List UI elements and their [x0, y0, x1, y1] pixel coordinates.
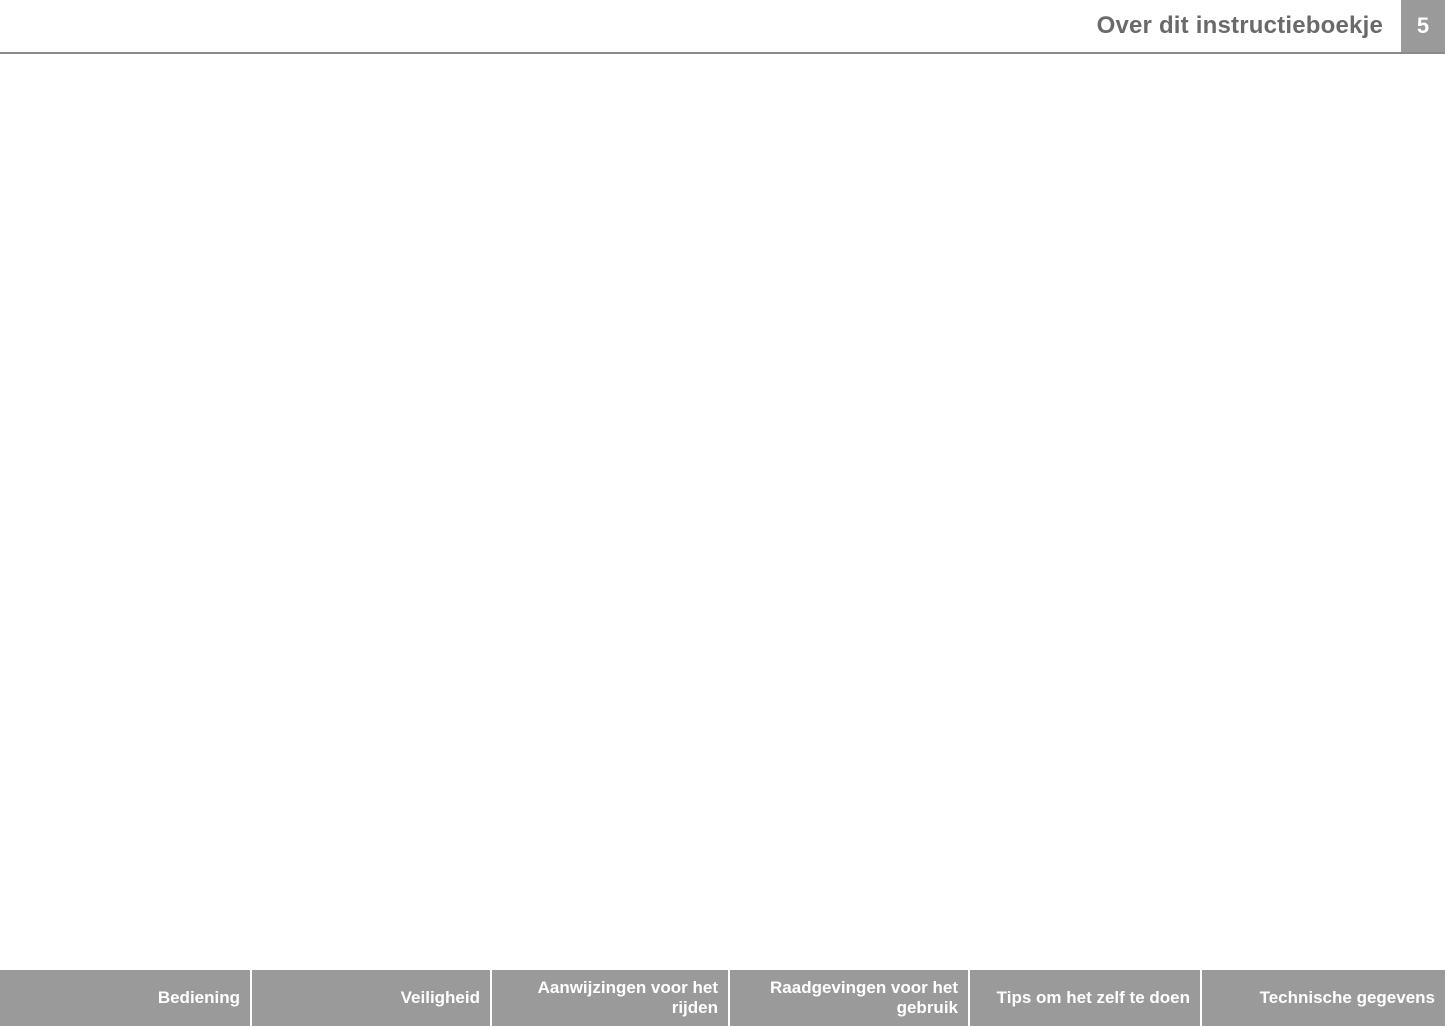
- footer-tab-veiligheid[interactable]: Veiligheid: [252, 970, 492, 1026]
- footer-tabs: Bediening Veiligheid Aanwijzingen voor h…: [0, 970, 1445, 1026]
- footer-tab-label: Bediening: [158, 988, 240, 1008]
- footer-tab-aanwijzingen[interactable]: Aanwijzingen voor het rijden: [492, 970, 730, 1026]
- footer-tab-raadgevingen[interactable]: Raadgevingen voor het gebruik: [730, 970, 970, 1026]
- footer-tab-label: Raadgevingen voor het gebruik: [740, 978, 958, 1017]
- page-number: 5: [1417, 13, 1429, 39]
- footer-tab-label: Technische gegevens: [1260, 988, 1435, 1008]
- footer-tab-label: Aanwijzingen voor het rijden: [502, 978, 718, 1017]
- page-header: Over dit instructieboekje 5: [0, 0, 1445, 52]
- footer-tab-bediening[interactable]: Bediening: [0, 970, 252, 1026]
- footer-tab-tips[interactable]: Tips om het zelf te doen: [970, 970, 1202, 1026]
- footer-tab-technische[interactable]: Technische gegevens: [1202, 970, 1445, 1026]
- header-title: Over dit instructieboekje: [1097, 12, 1383, 40]
- footer-tab-label: Tips om het zelf te doen: [997, 988, 1190, 1008]
- page-number-box: 5: [1401, 0, 1445, 52]
- header-rule: [0, 52, 1445, 54]
- footer-tab-label: Veiligheid: [401, 988, 480, 1008]
